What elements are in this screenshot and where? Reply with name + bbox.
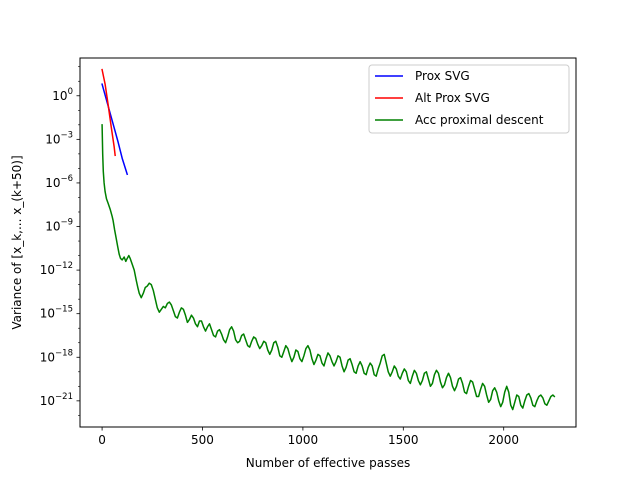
x-tick-label: 500: [191, 433, 214, 447]
legend-entry: Alt Prox SVG: [415, 91, 490, 105]
x-tick-label: 2000: [488, 433, 519, 447]
x-tick-label: 0: [98, 433, 106, 447]
plot-area-frame: [79, 57, 577, 428]
series-group: [101, 68, 556, 411]
y-tick-label: 10−3: [45, 130, 73, 146]
series-line-3: [101, 124, 556, 411]
y-tick-label: 100: [52, 87, 73, 103]
x-axis-label: Number of effective passes: [246, 456, 410, 470]
y-tick-label: 10−12: [40, 261, 73, 277]
x-tick-label: 1500: [388, 433, 419, 447]
y-tick-label: 10−15: [40, 305, 73, 321]
legend-box: [368, 64, 570, 134]
y-axis-label: Variance of [x_k,... x_(k+50)]: [10, 155, 24, 329]
x-tick-label: 1000: [288, 433, 319, 447]
y-tick-label: 10−6: [45, 174, 73, 190]
legend: Prox SVG Alt Prox SVG Acc proximal descent: [368, 64, 570, 134]
y-tick-label: 10−21: [40, 392, 73, 408]
y-tick-label: 10−9: [45, 218, 73, 234]
legend-entry: Prox SVG: [415, 69, 470, 83]
legend-entry: Acc proximal descent: [415, 113, 544, 127]
series-line-1: [101, 83, 129, 176]
series-line-2: [101, 68, 116, 157]
y-tick-label: 10−18: [40, 348, 73, 364]
x-axis: 0 500 1000 1500 2000: [98, 427, 519, 447]
y-axis: 100 10−3 10−6 10−9 10−12 10−15 10−18 10−21: [40, 66, 80, 416]
